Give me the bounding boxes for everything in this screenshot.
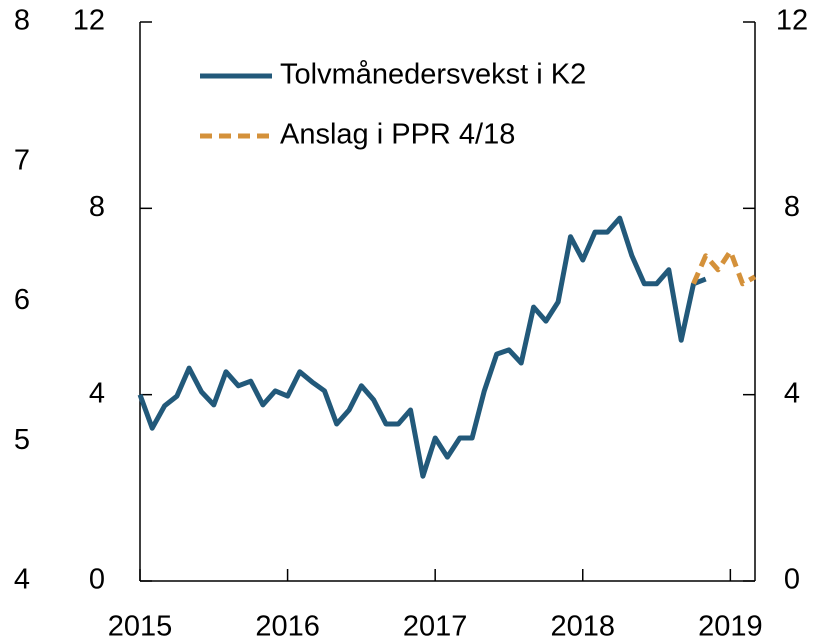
y3-tick-label: 8 — [14, 5, 30, 37]
x-tick-label: 2018 — [551, 611, 616, 643]
x-tick-label: 2017 — [403, 611, 468, 643]
y-tick-label: 4 — [89, 377, 105, 409]
y2-tick-label: 0 — [784, 564, 800, 596]
x-tick-label: 2015 — [108, 611, 173, 643]
y3-tick-label: 7 — [14, 144, 30, 176]
x-tick-label: 2019 — [698, 611, 763, 643]
x-tick-label: 2016 — [255, 611, 320, 643]
legend-label: Tolvmånedersvekst i K2 — [280, 59, 586, 91]
legend-label: Anslag i PPR 4/18 — [280, 119, 515, 151]
y2-tick-label: 4 — [784, 377, 800, 409]
y-tick-label: 0 — [89, 564, 105, 596]
y-tick-label: 8 — [89, 191, 105, 223]
series-line — [691, 248, 757, 287]
y2-tick-label: 12 — [776, 5, 808, 37]
y3-tick-label: 6 — [14, 284, 30, 316]
y3-tick-label: 5 — [14, 424, 30, 456]
series-line — [137, 215, 707, 479]
y2-tick-label: 8 — [784, 191, 800, 223]
y-tick-label: 12 — [73, 5, 105, 37]
y3-tick-label: 4 — [14, 564, 30, 596]
